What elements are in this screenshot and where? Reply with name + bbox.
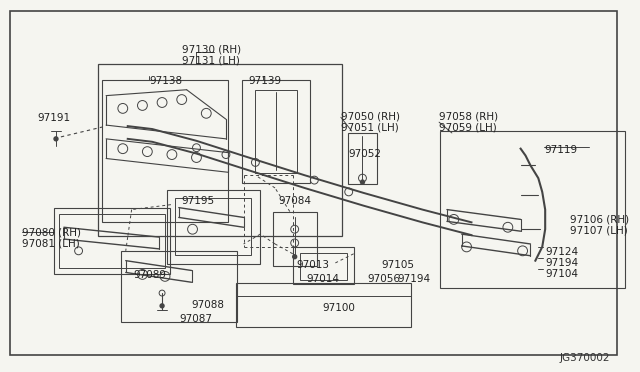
Bar: [167, 190, 260, 264]
Text: 97194: 97194: [545, 258, 579, 268]
Text: 97089: 97089: [134, 270, 166, 280]
Bar: [236, 283, 411, 327]
Text: 97194: 97194: [398, 275, 431, 285]
Text: 97056: 97056: [367, 275, 401, 285]
Bar: [300, 253, 347, 280]
Text: 97084: 97084: [278, 196, 311, 206]
Bar: [102, 80, 228, 222]
Text: 97107 (LH): 97107 (LH): [570, 225, 627, 235]
Circle shape: [360, 180, 364, 184]
Text: 97105: 97105: [381, 260, 414, 270]
Text: 97191: 97191: [37, 113, 70, 123]
Bar: [440, 131, 625, 288]
Bar: [54, 208, 170, 275]
Text: 97119: 97119: [544, 145, 577, 155]
Text: 97059 (LH): 97059 (LH): [439, 122, 497, 132]
Bar: [242, 80, 310, 183]
Text: 97058 (RH): 97058 (RH): [439, 111, 498, 121]
Circle shape: [292, 255, 297, 259]
Text: 97130 (RH): 97130 (RH): [182, 45, 241, 55]
Bar: [121, 251, 237, 321]
Text: 97052: 97052: [349, 149, 381, 159]
Text: 97080 (RH): 97080 (RH): [22, 227, 81, 237]
Text: 97051 (LH): 97051 (LH): [341, 122, 399, 132]
Circle shape: [54, 137, 58, 141]
Text: 97124: 97124: [545, 247, 579, 257]
Text: 97138: 97138: [149, 76, 182, 86]
Text: 97013: 97013: [297, 260, 330, 270]
Text: JG370002: JG370002: [560, 353, 611, 363]
Bar: [175, 198, 252, 255]
Text: 97087: 97087: [180, 314, 212, 324]
Text: 97088: 97088: [191, 300, 225, 310]
Bar: [348, 133, 377, 184]
Text: 97014: 97014: [307, 275, 339, 285]
Text: 97100: 97100: [322, 303, 355, 313]
Text: 97131 (LH): 97131 (LH): [182, 55, 240, 65]
Text: 97081 (LH): 97081 (LH): [22, 238, 79, 248]
Bar: [255, 90, 297, 173]
Circle shape: [160, 304, 164, 308]
Text: 97139: 97139: [248, 76, 282, 86]
Text: 97050 (RH): 97050 (RH): [341, 111, 400, 121]
Bar: [59, 215, 165, 267]
Bar: [273, 212, 317, 266]
Text: 97195: 97195: [182, 196, 215, 206]
Text: 97104: 97104: [545, 269, 578, 279]
Text: 97106 (RH): 97106 (RH): [570, 215, 629, 224]
Bar: [292, 247, 354, 284]
Bar: [98, 64, 342, 236]
